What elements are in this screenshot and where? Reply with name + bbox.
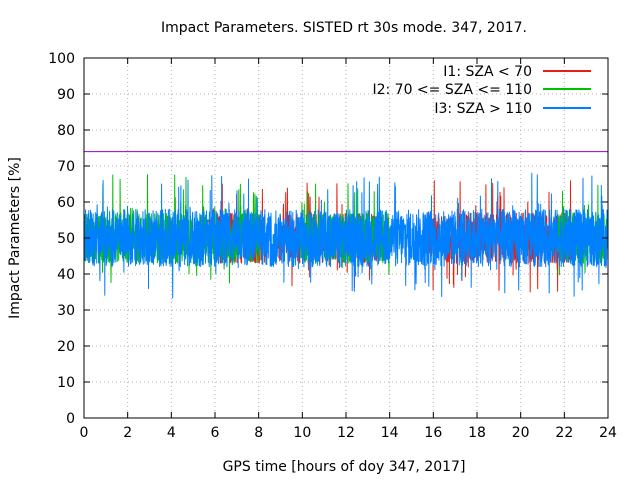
plot-area [83, 151, 609, 299]
x-axis-title: GPS time [hours of doy 347, 2017] [223, 459, 466, 475]
y-tick-label: 100 [48, 51, 75, 67]
y-tick-label: 50 [57, 231, 75, 247]
y-tick-label: 40 [57, 267, 75, 283]
y-tick-label: 10 [57, 375, 75, 391]
axis-tick-labels: 0 2 4 6 8 10 12 14 16 18 20 22 240102030405060708090… [48, 51, 617, 441]
x-tick-label: 2 [123, 425, 132, 441]
series-3-line [83, 172, 609, 299]
x-tick-label: 6 [211, 425, 220, 441]
x-tick-label: 16 [424, 425, 442, 441]
legend-label-2: I2: 70 <= SZA <= 110 [372, 82, 532, 98]
x-tick-label: 22 [555, 425, 573, 441]
y-axis-title: Impact Parameters [%] [7, 157, 23, 319]
legend: I1: SZA < 70 I2: 70 <= SZA <= 110 I3: SZA … [372, 64, 591, 117]
y-tick-label: 20 [57, 339, 75, 355]
y-tick-label: 60 [57, 195, 75, 211]
y-tick-label: 30 [57, 303, 75, 319]
x-tick-label: 14 [381, 425, 399, 441]
y-tick-label: 70 [57, 159, 75, 175]
y-tick-label: 0 [66, 411, 75, 427]
chart-title: Impact Parameters. SISTED rt 30s mode. 3… [161, 20, 527, 36]
x-tick-label: 12 [337, 425, 355, 441]
x-tick-label: 10 [293, 425, 311, 441]
x-tick-label: 18 [468, 425, 486, 441]
axis-ticks [83, 57, 609, 419]
y-tick-label: 80 [57, 123, 75, 139]
x-tick-label: 4 [167, 425, 176, 441]
series-3-path [83, 172, 609, 299]
x-tick-label: 8 [254, 425, 263, 441]
y-tick-label: 90 [57, 87, 75, 103]
legend-label-1: I1: SZA < 70 [443, 64, 532, 80]
x-tick-label: 24 [599, 425, 617, 441]
x-tick-label: 20 [512, 425, 530, 441]
x-tick-label: 0 [80, 425, 89, 441]
legend-label-3: I3: SZA > 110 [434, 101, 532, 117]
